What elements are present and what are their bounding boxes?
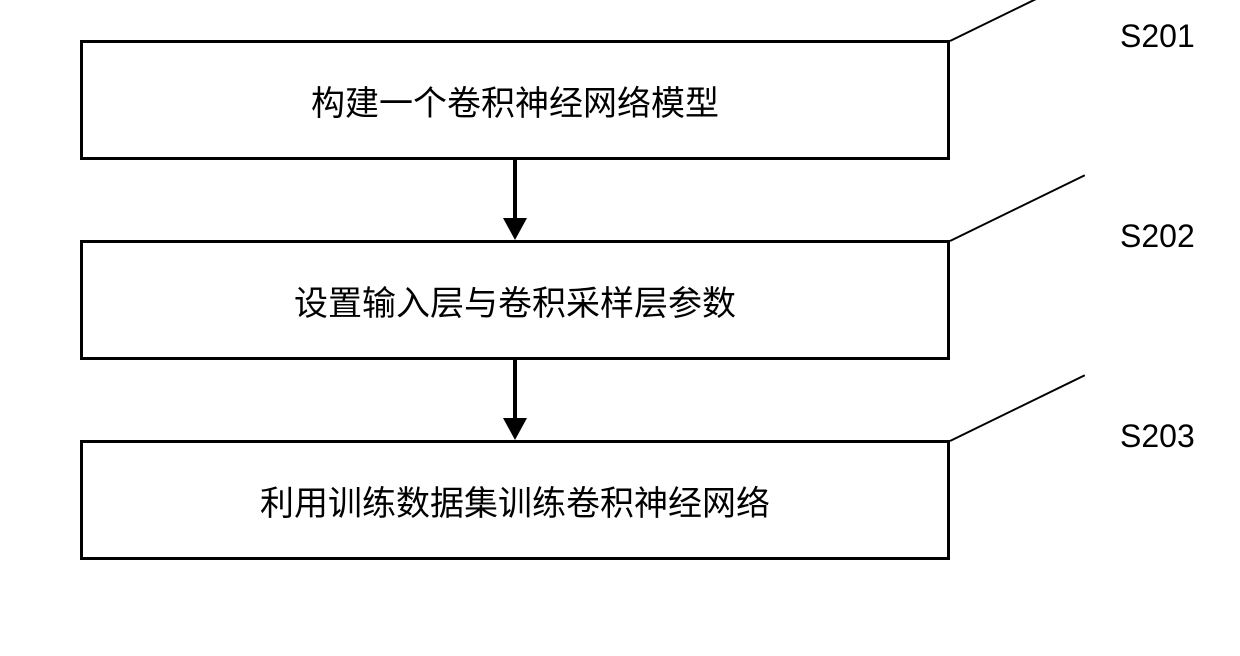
arrow-head-icon [503,418,527,440]
step-label-3: S203 [1120,418,1195,455]
step-label-1: S201 [1120,18,1195,55]
arrow-line [513,160,517,218]
flow-step-3-text: 利用训练数据集训练卷积神经网络 [260,476,770,525]
flowchart-container: 构建一个卷积神经网络模型 设置输入层与卷积采样层参数 利用训练数据集训练卷积神经… [80,40,1160,560]
flow-step-2: 设置输入层与卷积采样层参数 [80,240,950,360]
flow-arrow-2 [80,360,950,440]
flow-step-2-text: 设置输入层与卷积采样层参数 [294,276,736,325]
arrow-line [513,360,517,418]
flow-step-3: 利用训练数据集训练卷积神经网络 [80,440,950,560]
step-label-2: S202 [1120,218,1195,255]
flow-arrow-1 [80,160,950,240]
flow-step-1-text: 构建一个卷积神经网络模型 [311,76,719,125]
flow-step-1: 构建一个卷积神经网络模型 [80,40,950,160]
arrow-head-icon [503,218,527,240]
leader-line-1 [950,0,1086,42]
